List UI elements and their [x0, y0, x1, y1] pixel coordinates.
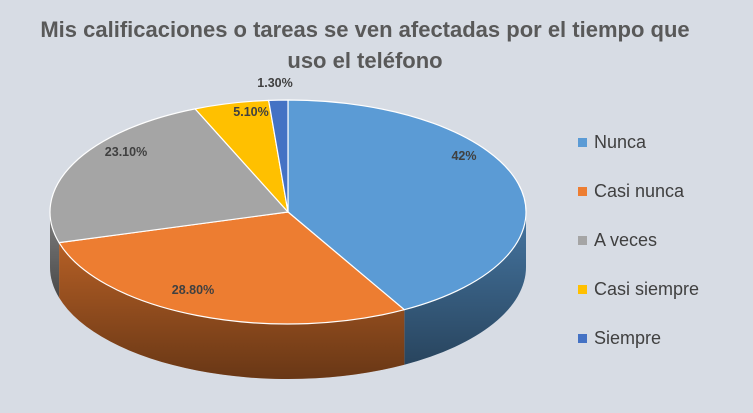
pie-side-shade	[404, 212, 526, 365]
legend: Nunca Casi nunca A veces Casi siempre Si…	[578, 118, 699, 363]
data-label: 28.80%	[172, 283, 214, 297]
legend-swatch	[578, 187, 587, 196]
data-label: 5.10%	[233, 105, 268, 119]
pie-slice-a-veces	[49, 108, 289, 244]
pie-slice-casi-nunca	[58, 211, 405, 325]
pie-data-labels: 42% 28.80% 23.10% 5.10% 1.30%	[105, 76, 477, 297]
legend-item: Casi nunca	[578, 167, 699, 216]
data-label: 1.30%	[257, 76, 292, 90]
legend-label: Casi siempre	[594, 279, 700, 299]
legend-swatch	[578, 334, 587, 343]
legend-item: A veces	[578, 216, 699, 265]
data-label: 23.10%	[105, 145, 147, 159]
legend-item: Nunca	[578, 118, 699, 167]
legend-swatch	[578, 138, 587, 147]
pie-side-shade	[50, 212, 60, 298]
pie-sides	[50, 212, 526, 380]
pie-slice-siempre	[268, 99, 289, 213]
legend-swatch	[578, 285, 587, 294]
legend-label: Siempre	[594, 328, 662, 348]
pie-side-shade	[59, 242, 405, 380]
chart-title: Mis calificaciones o tareas se ven afect…	[40, 17, 690, 73]
legend-label: Casi nunca	[594, 181, 685, 201]
data-label: 42%	[451, 149, 476, 163]
pie-slices	[49, 99, 527, 325]
legend-swatch	[578, 236, 587, 245]
legend-label: Nunca	[594, 132, 647, 152]
legend-label: A veces	[594, 230, 658, 250]
pie-slice-nunca	[287, 99, 527, 311]
legend-item: Casi siempre	[578, 265, 699, 314]
legend-item: Siempre	[578, 314, 699, 363]
